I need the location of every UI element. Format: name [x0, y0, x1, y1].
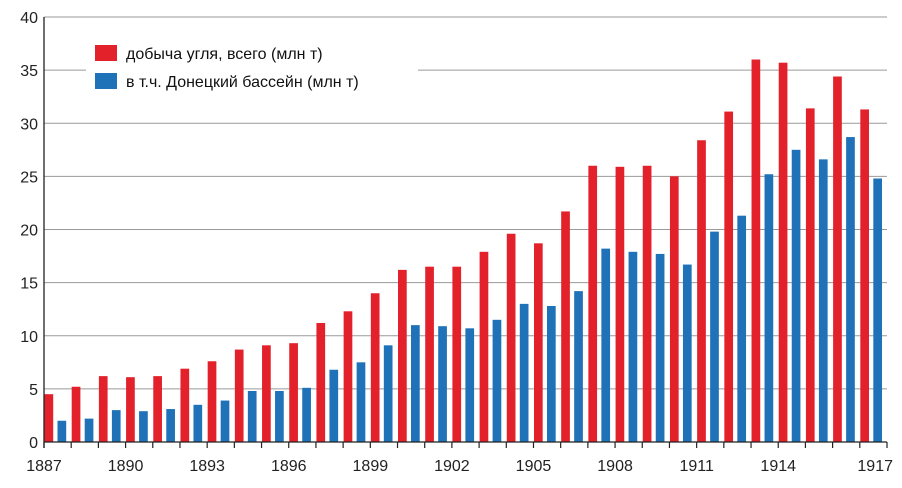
bar-total	[833, 76, 842, 442]
bar-total	[669, 176, 679, 442]
bar-total	[506, 233, 516, 442]
x-tick-label: 1899	[353, 458, 389, 475]
y-tick-label: 0	[29, 435, 38, 452]
x-tick-label: 1890	[108, 458, 144, 475]
y-tick-label: 25	[20, 169, 38, 186]
legend: добыча угля, всего (млн т) в т.ч. Донецк…	[86, 38, 418, 100]
bar-total	[724, 111, 734, 442]
bar-total	[153, 376, 162, 442]
bar-total	[207, 361, 217, 442]
x-tick-label: 1887	[26, 458, 62, 475]
bar-total	[98, 376, 108, 442]
bar-total	[778, 62, 788, 442]
y-tick-label: 30	[20, 116, 38, 133]
bar-donetsk	[247, 391, 257, 442]
legend-label-donetsk: в т.ч. Донецкий бассейн (млн т)	[126, 74, 359, 91]
bar-donetsk	[682, 264, 692, 442]
bar-total	[71, 386, 81, 442]
bar-total	[479, 251, 489, 442]
bar-total	[533, 243, 543, 442]
bar-donetsk	[438, 326, 447, 442]
bar-total	[561, 211, 570, 442]
bar-donetsk	[601, 248, 611, 442]
bar-donetsk	[846, 137, 855, 442]
bar-total	[289, 343, 298, 442]
bar-total	[234, 349, 244, 442]
bar-donetsk	[873, 178, 883, 442]
legend-swatch-donetsk	[95, 73, 117, 89]
bar-donetsk	[193, 404, 203, 442]
bar-total	[343, 311, 353, 442]
x-tick-label: 1908	[597, 458, 633, 475]
bar-donetsk	[791, 149, 801, 442]
y-tick-label: 40	[20, 10, 38, 27]
bar-total	[316, 323, 326, 442]
y-tick-label: 15	[20, 276, 38, 293]
bar-donetsk	[465, 328, 475, 442]
bar-donetsk	[329, 369, 339, 442]
bar-donetsk	[818, 159, 828, 442]
bar-total	[615, 166, 625, 442]
legend-swatch-total	[95, 45, 117, 61]
y-tick-label: 35	[20, 63, 38, 80]
bar-donetsk	[764, 174, 774, 442]
x-tick-labels: 1887 1890 1893 1896 1899 1902 1905 1908 1911 1914…	[26, 458, 893, 475]
bar-total	[588, 165, 598, 442]
bar-total	[751, 59, 761, 442]
bar-total	[126, 377, 135, 442]
y-tick-label: 5	[29, 382, 38, 399]
bar-donetsk	[628, 251, 638, 442]
bar-donetsk	[519, 303, 529, 442]
y-tick-labels: 0 5 10 15 20 25 30 35 40	[20, 10, 38, 452]
bar-total	[44, 394, 54, 442]
bar-donetsk	[383, 345, 393, 442]
bar-total	[398, 269, 407, 442]
legend-background	[86, 38, 418, 100]
y-tick-label: 10	[20, 329, 38, 346]
x-tick-label: 1914	[760, 458, 796, 475]
y-tick-label: 20	[20, 223, 38, 240]
bar-total	[805, 108, 815, 442]
bar-donetsk	[737, 215, 747, 442]
bar-donetsk	[411, 325, 420, 442]
legend-label-total: добыча угля, всего (млн т)	[126, 46, 323, 63]
bar-donetsk	[655, 253, 665, 442]
bar-donetsk	[492, 319, 502, 442]
bar-total	[180, 368, 190, 442]
bar-donetsk	[84, 418, 94, 442]
bar-total	[262, 345, 271, 442]
x-tick-label: 1917	[857, 458, 893, 475]
bar-donetsk	[574, 291, 583, 442]
x-tick-label: 1911	[679, 458, 714, 475]
x-tick-label: 1905	[516, 458, 552, 475]
bar-donetsk	[275, 391, 284, 442]
bar-donetsk	[356, 362, 366, 442]
bar-total	[370, 293, 380, 442]
bar-donetsk	[710, 231, 719, 442]
bar-donetsk	[166, 409, 175, 442]
bar-donetsk	[57, 420, 67, 442]
bar-donetsk	[546, 306, 556, 442]
x-tick-label: 1902	[434, 458, 470, 475]
bars	[44, 59, 883, 442]
x-tick-label: 1896	[271, 458, 307, 475]
x-tick-label: 1893	[189, 458, 225, 475]
bar-total	[425, 266, 434, 442]
bar-total	[642, 165, 652, 442]
axes	[43, 17, 888, 448]
bar-donetsk	[302, 387, 311, 442]
bar-total	[860, 109, 870, 442]
bar-donetsk	[220, 400, 230, 442]
bar-total	[452, 266, 462, 442]
bar-donetsk	[139, 411, 148, 442]
bar-donetsk	[111, 410, 121, 442]
bar-total	[697, 140, 706, 442]
